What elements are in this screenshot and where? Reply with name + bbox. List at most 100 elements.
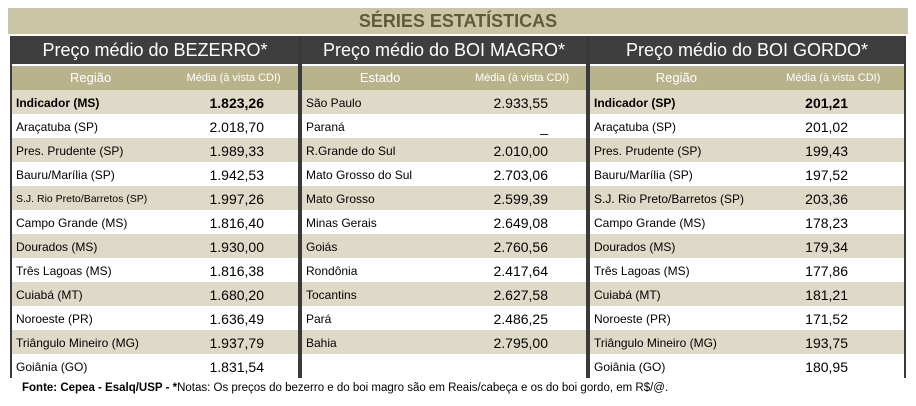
- row-value: 180,95: [805, 359, 848, 375]
- row-label: Goiânia (GO): [16, 360, 88, 374]
- table-row: Araçatuba (SP) 2.018,70: [12, 114, 298, 138]
- column-header-row: Região Média (à vista CDI): [590, 64, 904, 90]
- row-label: Araçatuba (SP): [594, 120, 677, 134]
- row-value: 171,52: [805, 311, 848, 327]
- table-title: SÉRIES ESTATÍSTICAS: [8, 8, 908, 34]
- row-value: 2.486,25: [493, 311, 549, 327]
- row-value: 2.599,39: [493, 191, 549, 207]
- row-value: 1.680,20: [209, 287, 265, 303]
- column-header: Média (à vista CDI): [475, 72, 570, 84]
- row-value: 1.816,40: [209, 215, 265, 231]
- table-row: São Paulo 2.933,55: [302, 90, 586, 114]
- row-label: Três Lagoas (MS): [594, 264, 690, 278]
- column-header: Média (à vista CDI): [786, 72, 881, 84]
- table-row: Pres. Prudente (SP) 1.989,33: [12, 138, 298, 162]
- row-label: R.Grande do Sul: [306, 144, 396, 158]
- row-value: 1.823,26: [209, 95, 265, 111]
- row-label: Bauru/Marília (SP): [16, 168, 115, 182]
- footer: Fonte: Cepea - Esalq/USP - *Notas: Os pr…: [22, 382, 668, 394]
- row-label: Cuiabá (MT): [16, 288, 83, 302]
- row-value: 177,86: [805, 263, 848, 279]
- row-label: Goiânia (GO): [594, 360, 666, 374]
- row-value: 1.816,38: [209, 263, 265, 279]
- row-value: 2.795,00: [493, 335, 549, 351]
- row-value: 2.703,06: [493, 167, 549, 183]
- row-label: Indicador (SP): [594, 96, 676, 110]
- table-row: Cuiabá (MT) 1.680,20: [12, 282, 298, 306]
- table-row: Goiânia (GO) 180,95: [590, 354, 904, 378]
- row-value: 193,75: [805, 335, 848, 351]
- row-label: São Paulo: [306, 96, 362, 110]
- row-label: Triângulo Mineiro (MG): [594, 336, 717, 350]
- row-label: Noroeste (PR): [594, 312, 671, 326]
- row-label: Minas Gerais: [306, 216, 377, 230]
- row-value: 2.649,08: [493, 215, 549, 231]
- row-value: 181,21: [805, 287, 848, 303]
- row-value: 2.933,55: [493, 95, 549, 111]
- row-value: 203,36: [805, 191, 848, 207]
- row-value: 1.930,00: [209, 239, 265, 255]
- row-value: 1.636,49: [209, 311, 265, 327]
- panel-body: Indicador (MS) 1.823,26 Araçatuba (SP) 2.01…: [12, 90, 298, 378]
- row-label: Três Lagoas (MS): [16, 264, 112, 278]
- panel: Preço médio do BOI MAGRO* Estado Média (à …: [300, 36, 588, 378]
- row-value: 1.942,53: [209, 167, 265, 183]
- row-value: 201,02: [805, 119, 848, 135]
- row-value: 2.417,64: [493, 263, 549, 279]
- row-value: 2.018,70: [209, 119, 265, 135]
- row-value: 1.989,33: [209, 143, 265, 159]
- row-label: Indicador (MS): [16, 96, 100, 110]
- table-row: [302, 354, 586, 378]
- table-row: Cuiabá (MT) 181,21: [590, 282, 904, 306]
- table-row: S.J. Rio Preto/Barretos (SP) 1.997,26: [12, 186, 298, 210]
- row-value: 2.760,56: [493, 239, 549, 255]
- table-row: Pará 2.486,25: [302, 306, 586, 330]
- row-label: Noroeste (PR): [16, 312, 93, 326]
- column-header: Região: [655, 70, 697, 85]
- footer-note: Notas: Os preços do bezerro e do boi mag…: [177, 382, 669, 394]
- row-label: Pres. Prudente (SP): [594, 144, 702, 158]
- table-row: Rondônia 2.417,64: [302, 258, 586, 282]
- row-label: Bahia: [306, 336, 337, 350]
- row-label: Araçatuba (SP): [16, 120, 99, 134]
- row-value: 2.010,00: [493, 143, 549, 159]
- panel-title: Preço médio do BOI MAGRO*: [302, 36, 586, 64]
- row-value: 179,34: [805, 239, 848, 255]
- row-label: Dourados (MS): [594, 240, 676, 254]
- row-label: S.J. Rio Preto/Barretos (SP): [16, 193, 148, 205]
- table-row: Mato Grosso 2.599,39: [302, 186, 586, 210]
- row-value: 1.831,54: [209, 359, 265, 375]
- row-label: Campo Grande (MS): [594, 216, 706, 230]
- table-row: Bauru/Marília (SP) 1.942,53: [12, 162, 298, 186]
- table-row: Pres. Prudente (SP) 199,43: [590, 138, 904, 162]
- row-label: Campo Grande (MS): [16, 216, 128, 230]
- row-value: 197,52: [805, 167, 848, 183]
- table-row: Triângulo Mineiro (MG) 193,75: [590, 330, 904, 354]
- row-label: Cuiabá (MT): [594, 288, 661, 302]
- table-row: Goiânia (GO) 1.831,54: [12, 354, 298, 378]
- panel-title: Preço médio do BEZERRO*: [12, 36, 298, 64]
- table-row: Indicador (SP) 201,21: [590, 90, 904, 114]
- row-label: Pará: [306, 312, 332, 326]
- row-label: Rondônia: [306, 264, 358, 278]
- panel-body: Indicador (SP) 201,21 Araçatuba (SP) 201,02…: [590, 90, 904, 378]
- table-row: R.Grande do Sul 2.010,00: [302, 138, 586, 162]
- row-value: 178,23: [805, 215, 848, 231]
- row-label: Goiás: [306, 240, 338, 254]
- row-label: Tocantins: [306, 288, 357, 302]
- column-header: Média (à vista CDI): [186, 72, 281, 84]
- row-value: 199,43: [805, 143, 848, 159]
- row-label: Dourados (MS): [16, 240, 98, 254]
- table-row: Noroeste (PR) 1.636,49: [12, 306, 298, 330]
- row-value: 201,21: [805, 95, 848, 111]
- row-label: Mato Grosso: [306, 192, 375, 206]
- table-row: Tocantins 2.627,58: [302, 282, 586, 306]
- table-row: Minas Gerais 2.649,08: [302, 210, 586, 234]
- panel-title: Preço médio do BOI GORDO*: [590, 36, 904, 64]
- row-value: _: [540, 119, 548, 135]
- row-label: Mato Grosso do Sul: [306, 168, 413, 182]
- row-label: Triângulo Mineiro (MG): [16, 336, 139, 350]
- row-value: 1.937,79: [209, 335, 265, 351]
- row-label: Bauru/Marília (SP): [594, 168, 693, 182]
